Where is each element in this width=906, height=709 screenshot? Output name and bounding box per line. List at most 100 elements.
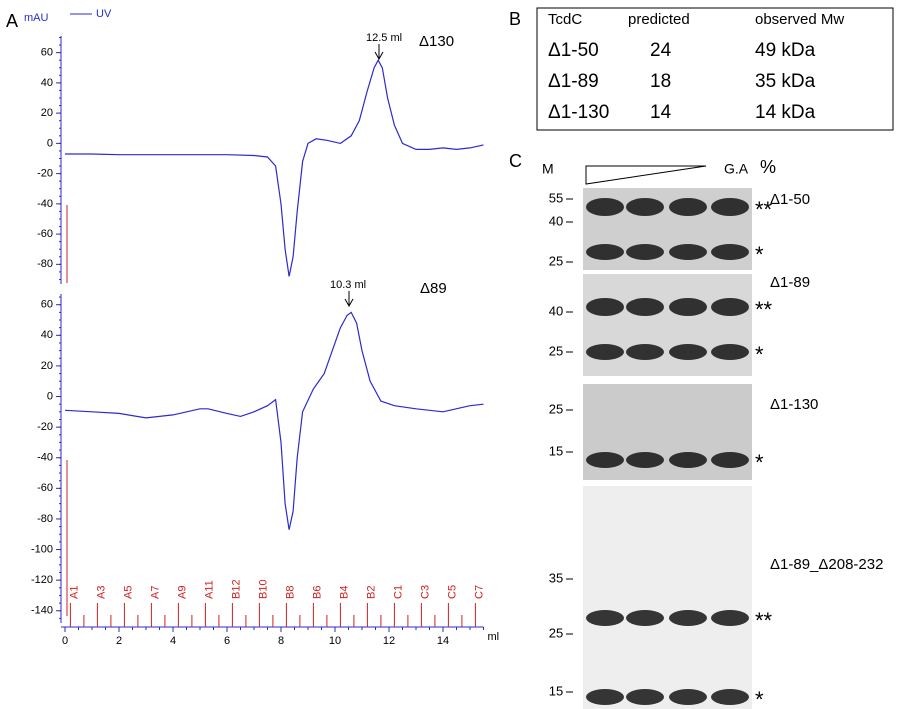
marker-label: 40	[549, 213, 563, 228]
band	[626, 244, 664, 260]
lane-label: G.A	[724, 161, 749, 177]
fraction-label: C1	[392, 585, 404, 599]
y-tick-label: -120	[31, 574, 53, 586]
marker-label: 25	[549, 343, 563, 358]
gradient-triangle	[586, 166, 706, 184]
y-tick-label: 0	[47, 137, 53, 149]
panel-label: A	[6, 11, 18, 31]
y-tick-label: -80	[37, 258, 53, 270]
y-tick-label: -20	[37, 168, 53, 180]
band	[586, 344, 624, 360]
blot-label: Δ1-130	[770, 396, 818, 413]
marker-label: 25	[549, 625, 563, 640]
y-tick-label: 20	[41, 107, 53, 119]
chromatogram-line	[65, 60, 484, 276]
y-tick-label: 60	[41, 299, 53, 311]
table-header: observed Mw	[755, 11, 844, 28]
fraction-label: B4	[338, 586, 350, 599]
y-tick-label: 40	[41, 329, 53, 341]
band-marker: *	[755, 450, 764, 475]
y-tick-label: 0	[47, 390, 53, 402]
band	[669, 610, 707, 626]
band	[711, 198, 749, 216]
band	[669, 198, 707, 216]
fraction-label: B12	[230, 579, 242, 599]
table-cell: Δ1-50	[548, 40, 599, 61]
band	[669, 244, 707, 260]
y-tick-label: -40	[37, 198, 53, 210]
figure: A B C mAU UV 12.5 ml Δ130 10.3 ml Δ89 MG…	[0, 0, 906, 709]
x-axis-label: ml	[488, 631, 500, 643]
y-tick-label: -60	[37, 482, 53, 494]
marker-label: 25	[549, 401, 563, 416]
lane-label: M	[542, 161, 554, 177]
x-tick-label: 12	[383, 635, 395, 647]
band	[669, 689, 707, 705]
band	[586, 298, 624, 316]
panel-label: B	[509, 9, 521, 29]
fraction-label: C3	[419, 585, 431, 599]
blot-image	[583, 486, 752, 709]
annotation: 12.5 ml	[366, 32, 402, 44]
band	[626, 452, 664, 468]
band-marker: *	[755, 342, 764, 367]
band	[711, 298, 749, 316]
chromatogram-line	[65, 312, 484, 529]
y-tick-label: -140	[31, 605, 53, 617]
band	[711, 452, 749, 468]
band-marker: **	[755, 608, 773, 633]
marker-label: 15	[549, 683, 563, 698]
annotation: Δ130	[419, 33, 454, 50]
annotation: Δ89	[420, 280, 447, 297]
band	[586, 452, 624, 468]
fraction-label: B2	[365, 586, 377, 599]
table-cell: 24	[650, 40, 672, 61]
blot-label: Δ1-89	[770, 274, 810, 291]
band	[626, 689, 664, 705]
panel-label: C	[509, 151, 522, 171]
y-tick-label: 60	[41, 47, 53, 59]
y-tick-label: -60	[37, 228, 53, 240]
x-tick-label: 0	[62, 635, 68, 647]
band-marker: *	[755, 687, 764, 709]
band	[669, 298, 707, 316]
fraction-label: A9	[176, 586, 188, 599]
marker-label: 35	[549, 570, 563, 585]
band	[711, 689, 749, 705]
blot-label: Δ1-89_Δ208-232	[770, 556, 883, 573]
y-tick-label: -80	[37, 513, 53, 525]
blot-label: Δ1-50	[770, 191, 810, 208]
fraction-label: B8	[284, 586, 296, 599]
arrow	[375, 44, 383, 59]
y-tick-label: -20	[37, 421, 53, 433]
fraction-label: B6	[311, 586, 323, 599]
x-tick-label: 14	[437, 635, 449, 647]
marker-label: 55	[549, 190, 563, 205]
y-tick-label: -40	[37, 452, 53, 464]
y-tick-label: -100	[31, 543, 53, 555]
table-cell: 35 kDa	[755, 71, 816, 92]
band	[626, 610, 664, 626]
marker-label: 40	[549, 303, 563, 318]
table-cell: Δ1-130	[548, 102, 609, 123]
y-tick-label: 40	[41, 77, 53, 89]
fraction-label: A1	[68, 586, 80, 599]
annotation: 10.3 ml	[330, 279, 366, 291]
x-tick-label: 2	[116, 635, 122, 647]
band	[711, 344, 749, 360]
band-marker: **	[755, 297, 773, 322]
blot-image	[583, 274, 752, 376]
fraction-label: C7	[473, 585, 485, 599]
lane-label: %	[760, 157, 776, 177]
fraction-label: A5	[122, 586, 134, 599]
x-tick-label: 4	[170, 635, 176, 647]
band	[626, 344, 664, 360]
band	[586, 689, 624, 705]
band	[586, 244, 624, 260]
y-tick-label: 20	[41, 360, 53, 372]
x-tick-label: 6	[224, 635, 230, 647]
band	[586, 610, 624, 626]
table-header: TcdC	[548, 11, 582, 28]
x-tick-label: 10	[329, 635, 341, 647]
band-marker: *	[755, 242, 764, 267]
